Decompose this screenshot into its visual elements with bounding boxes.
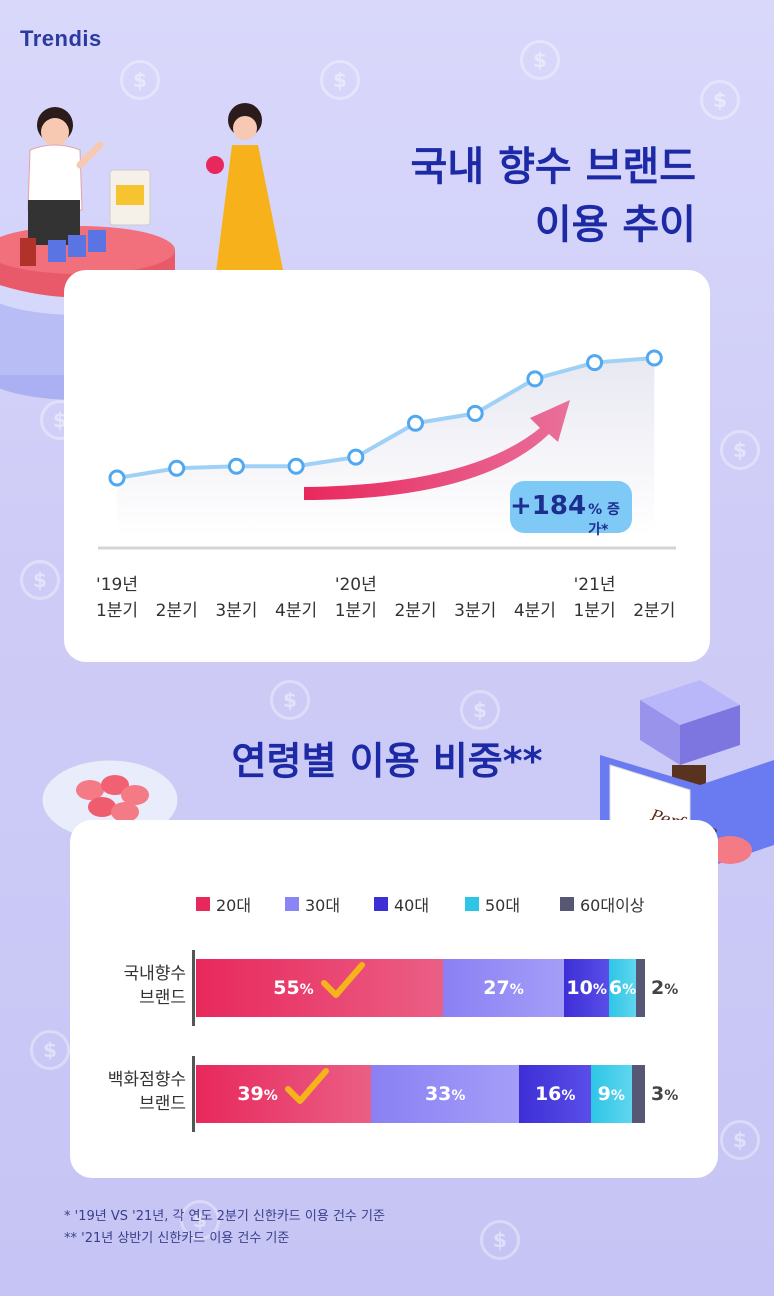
bar-segment: 33% <box>371 1065 520 1123</box>
legend-item: 60대이상 <box>560 892 645 916</box>
bar-segment: 27% <box>442 959 565 1017</box>
bar-segment: 9% <box>591 1065 632 1123</box>
data-point <box>645 349 663 367</box>
footnote-1: * '19년 VS '21년, 각 연도 2분기 신한카드 이용 건수 기준 <box>64 1209 385 1224</box>
data-point <box>407 414 424 432</box>
data-point <box>347 448 365 466</box>
x-year-label: '21년 <box>573 575 616 595</box>
growth-badge-value: +184 <box>510 491 587 521</box>
x-year-label: '20년 <box>334 575 377 595</box>
bar-segment: 16% <box>519 1065 592 1123</box>
growth-arrow <box>304 400 570 500</box>
bar-value-label: 55% <box>273 977 314 999</box>
data-point <box>526 370 544 388</box>
series-line <box>116 356 655 480</box>
section1-title-line1: 국내 향수 브랜드 <box>410 144 696 190</box>
x-tick-label: 1분기 <box>573 601 616 621</box>
legend-label: 30대 <box>305 896 341 915</box>
growth-badge: +184 % 증가* <box>510 481 632 538</box>
coin-icon: $ <box>720 1120 760 1160</box>
legend-item: 30대 <box>285 892 340 916</box>
bar-value-label: 3% <box>651 1083 679 1105</box>
bar-value-label: 39% <box>237 1083 278 1105</box>
x-year-label: '19년 <box>96 575 138 595</box>
x-tick-label: 4분기 <box>513 601 556 621</box>
coin-icon: $ <box>520 40 560 80</box>
bar-axis-line <box>192 1056 195 1132</box>
x-tick-label: 2분기 <box>633 601 676 621</box>
legend-item: 50대 <box>465 892 520 916</box>
brand-logo: Trendis <box>20 26 102 52</box>
coin-icon: $ <box>120 60 160 100</box>
data-point <box>108 469 126 487</box>
bar-value-label: 2% <box>651 977 679 999</box>
bar-segment <box>636 959 645 1017</box>
bar-category-label: 국내향수 브랜드 <box>123 964 186 1008</box>
legend-swatch <box>374 897 388 911</box>
bar-value-label: 10% <box>566 977 607 999</box>
bar-value-label: 16% <box>534 1083 576 1105</box>
growth-badge-suffix: % 증가* <box>588 502 620 538</box>
coin-icon: $ <box>270 680 310 720</box>
data-point <box>287 457 305 475</box>
data-point <box>466 404 484 422</box>
legend-swatch <box>465 897 479 911</box>
x-tick-label: 4분기 <box>275 601 318 621</box>
legend-swatch <box>285 897 299 911</box>
bar-segment: 55% <box>196 959 443 1017</box>
bar-value-label: 6% <box>608 977 637 999</box>
bar-segment: 10% <box>564 959 610 1017</box>
bar-segment <box>631 1065 645 1123</box>
footnote-2: ** '21년 상반기 신한카드 이용 건수 기준 <box>64 1231 290 1246</box>
coin-icon: $ <box>720 430 760 470</box>
x-tick-label: 2분기 <box>155 601 198 621</box>
legend-item: 40대 <box>374 892 429 916</box>
section1-title: 국내 향수 브랜드 이용 추이 <box>411 138 696 254</box>
bar-category-label: 백화점향수 브랜드 <box>107 1070 186 1114</box>
coin-icon: $ <box>480 1220 520 1260</box>
legend-label: 50대 <box>485 896 521 915</box>
check-icon <box>284 1068 329 1104</box>
x-tick-label: 3분기 <box>454 601 497 621</box>
coin-icon: $ <box>30 1030 70 1070</box>
data-point <box>586 354 604 372</box>
x-tick-label: 1분기 <box>334 601 377 621</box>
data-point <box>168 459 186 477</box>
legend-swatch <box>196 897 210 911</box>
coin-icon: $ <box>180 1200 220 1240</box>
legend-label: 20대 <box>216 896 252 915</box>
legend-item: 20대 <box>196 892 251 916</box>
legend-label: 40대 <box>394 896 430 915</box>
bar-axis-line <box>192 950 195 1026</box>
check-icon <box>320 962 365 998</box>
x-tick-label: 1분기 <box>95 601 139 621</box>
bar-segment: 6% <box>609 959 636 1017</box>
bar-value-label: 9% <box>597 1083 625 1105</box>
brand-logo-text: Trendis <box>20 26 102 51</box>
section1-title-line2: 이용 추이 <box>534 202 696 248</box>
coin-icon: $ <box>460 690 500 730</box>
bar-value-label: 33% <box>424 1083 466 1105</box>
bar-value-label: 27% <box>483 977 524 999</box>
x-tick-label: 2분기 <box>394 601 437 621</box>
x-tick-label: 3분기 <box>215 601 258 621</box>
bar-segment: 39% <box>196 1065 372 1123</box>
data-point <box>227 457 245 475</box>
coin-icon: $ <box>320 60 360 100</box>
coin-icon: $ <box>700 80 740 120</box>
legend-swatch <box>560 897 574 911</box>
section2-title: 연령별 이용 비중** <box>231 739 543 783</box>
coin-icon: $ <box>20 560 60 600</box>
legend-label: 60대이상 <box>580 896 645 915</box>
